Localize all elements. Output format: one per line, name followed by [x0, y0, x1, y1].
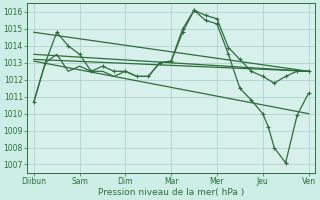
- X-axis label: Pression niveau de la mer( hPa ): Pression niveau de la mer( hPa ): [98, 188, 244, 197]
